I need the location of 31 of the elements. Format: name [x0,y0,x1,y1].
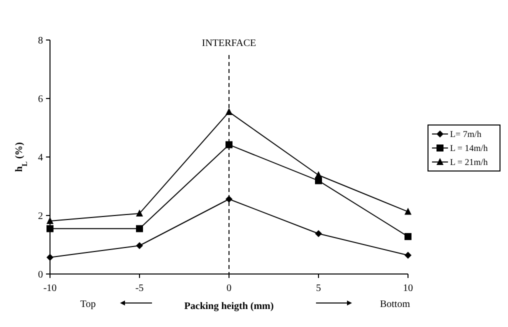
legend-label: L = 21m/h [450,157,488,168]
ref-line-label: INTERFACE [202,38,256,49]
y-tick-label: 2 [38,211,43,222]
point [404,208,412,215]
point [226,108,232,115]
point [46,254,54,261]
point [315,230,322,238]
text: Top [80,299,96,310]
legend-label: L = 14m/h [450,143,488,154]
point [226,141,232,148]
x-tick-label: 5 [316,283,321,294]
point [136,209,143,216]
point [226,196,232,203]
x-axis-title: Packing heigth (mm) [184,301,274,312]
x-tick-label: 10 [403,283,413,294]
point [46,225,54,232]
y-tick-label: 6 [38,94,43,105]
point [136,242,143,250]
text: Bottom [380,299,410,310]
point [136,225,143,232]
point [315,171,322,178]
y-tick-label: 0 [38,270,43,280]
point [404,233,412,240]
legend-label: L= 7m/h [450,129,482,140]
y-tick-label: 8 [38,36,43,46]
x-tick-label: 0 [226,283,232,294]
x-tick-label: -10 [43,283,57,294]
point [404,252,412,259]
point [46,217,54,224]
x-tick-label: -5 [135,283,144,294]
y-tick-label: 4 [38,152,43,164]
